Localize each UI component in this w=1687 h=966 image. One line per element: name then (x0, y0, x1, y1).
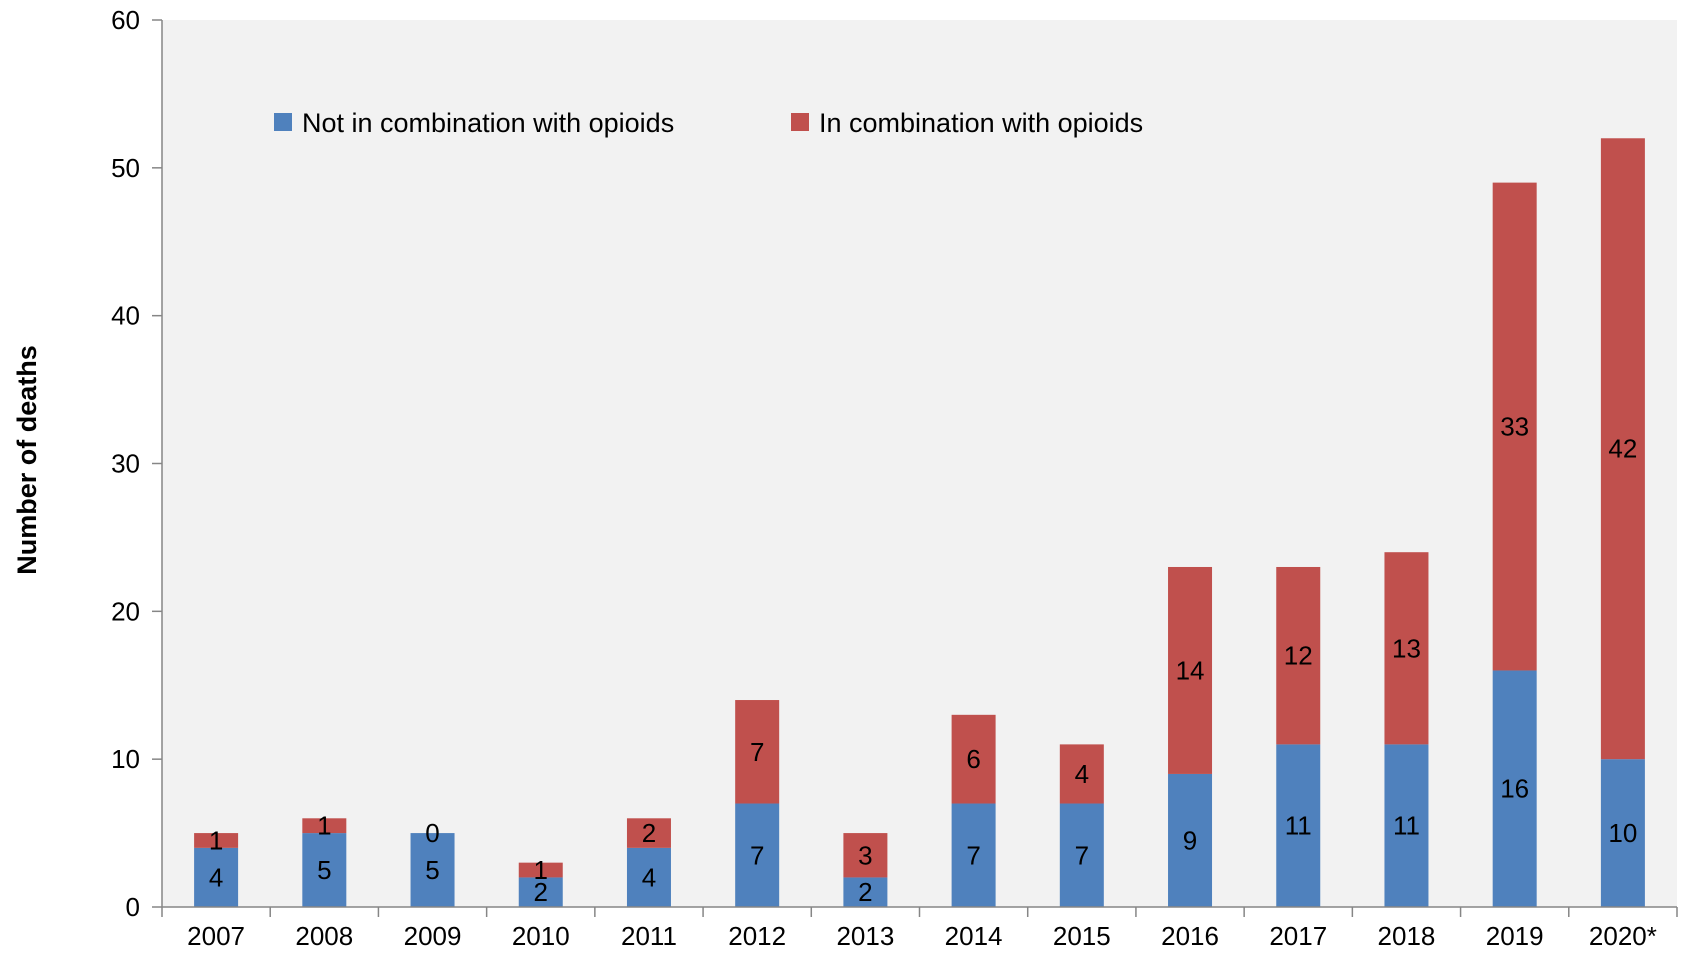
x-tick-label: 2013 (836, 921, 894, 951)
data-label-not-opioids: 5 (425, 855, 439, 885)
x-tick-label: 2020* (1589, 921, 1657, 951)
data-label-opioids: 33 (1500, 412, 1529, 442)
data-label-opioids: 3 (858, 840, 872, 870)
y-tick-label: 60 (111, 5, 140, 35)
y-tick-label: 0 (126, 892, 140, 922)
bar-opioids (1492, 182, 1537, 671)
data-label-opioids: 0 (425, 818, 439, 848)
y-axis-label: Number of deaths (12, 345, 42, 575)
x-tick-label: 2018 (1378, 921, 1436, 951)
bar-not-opioids (843, 877, 888, 907)
x-tick-label: 2009 (404, 921, 462, 951)
bar-opioids (518, 862, 563, 878)
bar-opioids (951, 714, 996, 804)
data-label-opioids: 42 (1608, 434, 1637, 464)
bar-opioids (843, 833, 888, 878)
data-label-not-opioids: 16 (1500, 774, 1529, 804)
x-tick-label: 2010 (512, 921, 570, 951)
bar-not-opioids (1168, 773, 1213, 907)
data-label-opioids: 12 (1284, 641, 1313, 671)
data-label-not-opioids: 5 (317, 855, 331, 885)
x-tick-label: 2014 (945, 921, 1003, 951)
data-label-not-opioids: 7 (750, 840, 764, 870)
bar-opioids (1600, 138, 1645, 760)
bar-not-opioids (1059, 803, 1104, 907)
bars (194, 138, 1645, 907)
bar-opioids (1276, 566, 1321, 745)
bar-opioids (1384, 552, 1429, 745)
legend-label-opioids: In combination with opioids (819, 108, 1143, 138)
bar-not-opioids (626, 847, 671, 907)
bar-not-opioids (1600, 759, 1645, 907)
bar-not-opioids (410, 833, 455, 907)
data-label-opioids: 1 (209, 825, 223, 855)
bar-not-opioids (1492, 670, 1537, 907)
data-label-opioids: 2 (642, 818, 656, 848)
bar-opioids (194, 833, 239, 848)
data-label-not-opioids: 4 (642, 862, 656, 892)
y-tick-label: 40 (111, 301, 140, 331)
bar-not-opioids (518, 877, 563, 907)
legend-label-not-opioids: Not in combination with opioids (302, 108, 674, 138)
data-label-not-opioids: 7 (1075, 840, 1089, 870)
data-label-opioids: 1 (534, 855, 548, 885)
data-label-opioids: 7 (750, 737, 764, 767)
bar-not-opioids (1276, 744, 1321, 907)
plot-area (162, 20, 1677, 907)
x-tick-label: 2016 (1161, 921, 1219, 951)
bar-not-opioids (194, 847, 239, 907)
x-tick-label: 2008 (295, 921, 353, 951)
y-tick-label: 50 (111, 153, 140, 183)
x-tick-label: 2015 (1053, 921, 1111, 951)
data-label-not-opioids: 9 (1183, 825, 1197, 855)
y-tick-label: 10 (111, 744, 140, 774)
data-label-not-opioids: 2 (534, 877, 548, 907)
legend-swatch-opioids (791, 113, 809, 131)
data-label-not-opioids: 10 (1608, 818, 1637, 848)
bar-not-opioids (735, 803, 780, 907)
bar-not-opioids (951, 803, 996, 907)
data-label-not-opioids: 11 (1285, 811, 1312, 841)
data-label-not-opioids: 4 (209, 862, 223, 892)
bar-not-opioids (1384, 744, 1429, 907)
y-tick-label: 30 (111, 449, 140, 479)
bar-not-opioids (302, 833, 347, 907)
data-label-opioids: 14 (1176, 655, 1205, 685)
data-label-not-opioids: 11 (1393, 811, 1420, 841)
bar-opioids (626, 818, 671, 848)
data-label-not-opioids: 7 (966, 840, 980, 870)
data-label-opioids: 13 (1392, 633, 1421, 663)
data-label-opioids: 4 (1075, 759, 1089, 789)
y-tick-label: 20 (111, 596, 140, 626)
data-label-opioids: 1 (317, 811, 331, 841)
legend-swatch-not-opioids (274, 113, 292, 131)
bar-opioids (1059, 744, 1104, 804)
x-tick-label: 2017 (1269, 921, 1327, 951)
data-label-not-opioids: 2 (858, 877, 872, 907)
legend: Not in combination with opioids In combi… (274, 108, 1143, 138)
x-ticks: 2007 2008 2009 2010 2011 2012 2013 2014 2015 2016… (161, 907, 1678, 951)
bar-opioids (302, 818, 347, 834)
x-tick-label: 2019 (1486, 921, 1544, 951)
x-tick-label: 2012 (728, 921, 786, 951)
bar-opioids (735, 700, 780, 804)
x-tick-label: 2011 (621, 921, 677, 951)
y-ticks: 0 10 20 30 40 50 60 (111, 5, 162, 922)
x-tick-label: 2007 (187, 921, 245, 951)
data-label-opioids: 6 (966, 744, 980, 774)
bar-opioids (1168, 566, 1213, 774)
